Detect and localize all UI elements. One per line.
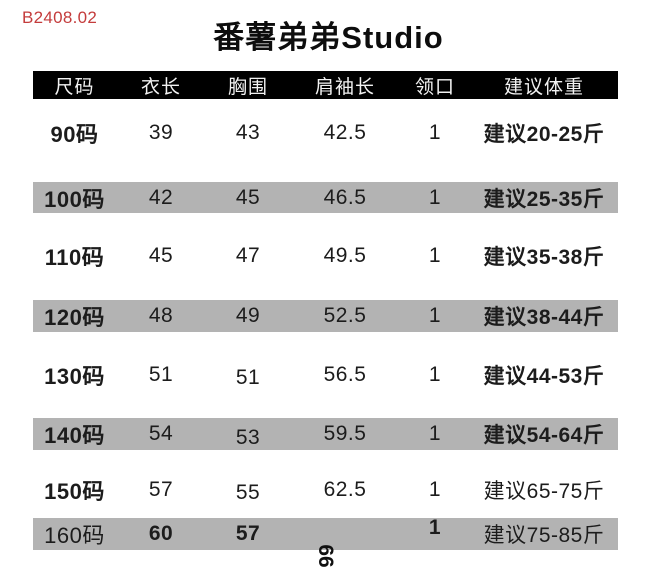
table-row: 110码 45 47 49.5 1 建议35-38斤 bbox=[33, 240, 618, 272]
header-cell-length: 衣长 bbox=[140, 76, 181, 98]
cell-chest: 55 bbox=[235, 481, 261, 504]
cell-weight: 建议65-75斤 bbox=[483, 480, 605, 503]
table-row: 100码 42 45 46.5 1 建议25-35斤 bbox=[33, 182, 618, 213]
cell-neck: 1 bbox=[428, 244, 442, 267]
cell-length: 51 bbox=[148, 363, 174, 386]
cell-sleeve: 52.5 bbox=[323, 304, 367, 327]
cell-weight: 建议25-35斤 bbox=[483, 188, 605, 211]
cell-chest: 51 bbox=[235, 366, 261, 389]
cell-sleeve: 42.5 bbox=[323, 121, 367, 144]
cell-size: 150码 bbox=[44, 479, 105, 504]
cell-neck: 1 bbox=[428, 121, 442, 144]
table-row: 90码 39 43 42.5 1 建议20-25斤 bbox=[33, 117, 618, 149]
cell-sleeve: 56.5 bbox=[323, 363, 367, 386]
table-row: 120码 48 49 52.5 1 建议38-44斤 bbox=[33, 300, 618, 332]
table-row: 150码 57 55 62.5 1 建议65-75斤 bbox=[33, 474, 618, 506]
cell-chest: 57 bbox=[235, 522, 261, 545]
cell-size: 110码 bbox=[44, 245, 105, 270]
cell-length: 39 bbox=[148, 121, 174, 144]
cell-size: 120码 bbox=[44, 305, 105, 330]
cell-chest: 49 bbox=[235, 304, 261, 327]
table-row: 140码 54 53 59.5 1 建议54-64斤 bbox=[33, 418, 618, 450]
cell-weight: 建议54-64斤 bbox=[483, 424, 605, 447]
cell-size: 140码 bbox=[44, 423, 105, 448]
header-cell-neck: 领口 bbox=[414, 76, 455, 98]
cell-neck: 1 bbox=[428, 422, 442, 445]
cell-length: 42 bbox=[148, 186, 174, 209]
cell-chest: 53 bbox=[235, 426, 261, 449]
cell-size: 100码 bbox=[44, 187, 105, 212]
cell-sleeve: 62.5 bbox=[323, 478, 367, 501]
cell-chest: 47 bbox=[235, 244, 261, 267]
cell-neck: 1 bbox=[428, 363, 442, 386]
cell-weight: 建议44-53斤 bbox=[483, 365, 605, 388]
cell-neck: 1 bbox=[428, 478, 442, 501]
table-row: 130码 51 51 56.5 1 建议44-53斤 bbox=[33, 359, 618, 391]
cell-sleeve: 46.5 bbox=[323, 186, 367, 209]
header-cell-sleeve: 肩袖长 bbox=[314, 76, 375, 98]
header-cell-weight: 建议体重 bbox=[503, 76, 584, 98]
table-row: 160码 60 57 1 建议75-85斤 bbox=[33, 516, 618, 550]
header-cell-size: 尺码 bbox=[54, 76, 95, 98]
cell-length: 60 bbox=[148, 522, 174, 545]
cell-sleeve: 49.5 bbox=[323, 244, 367, 267]
product-code: B2408.02 bbox=[22, 8, 98, 27]
header-cell-chest: 胸围 bbox=[227, 76, 268, 98]
cell-neck: 1 bbox=[428, 516, 442, 539]
table-header: 尺码 衣长 胸围 肩袖长 领口 建议体重 bbox=[33, 71, 618, 99]
cell-neck: 1 bbox=[428, 186, 442, 209]
cell-neck: 1 bbox=[428, 304, 442, 327]
cell-length: 54 bbox=[148, 422, 174, 445]
cell-weight: 建议35-38斤 bbox=[483, 246, 605, 269]
page-title: 番薯弟弟Studio bbox=[213, 20, 444, 55]
rotated-cutoff-sleeve-value: 66 bbox=[314, 544, 337, 568]
cell-sleeve: 59.5 bbox=[323, 422, 367, 445]
cell-length: 57 bbox=[148, 478, 174, 501]
cell-length: 45 bbox=[148, 244, 174, 267]
cell-chest: 45 bbox=[235, 186, 261, 209]
cell-weight: 建议75-85斤 bbox=[483, 524, 605, 547]
cell-size: 90码 bbox=[50, 122, 99, 147]
cell-length: 48 bbox=[148, 304, 174, 327]
cell-size: 160码 bbox=[44, 523, 105, 548]
cell-chest: 43 bbox=[235, 121, 261, 144]
cell-weight: 建议38-44斤 bbox=[483, 306, 605, 329]
cell-size: 130码 bbox=[44, 364, 105, 389]
cell-weight: 建议20-25斤 bbox=[483, 123, 605, 146]
